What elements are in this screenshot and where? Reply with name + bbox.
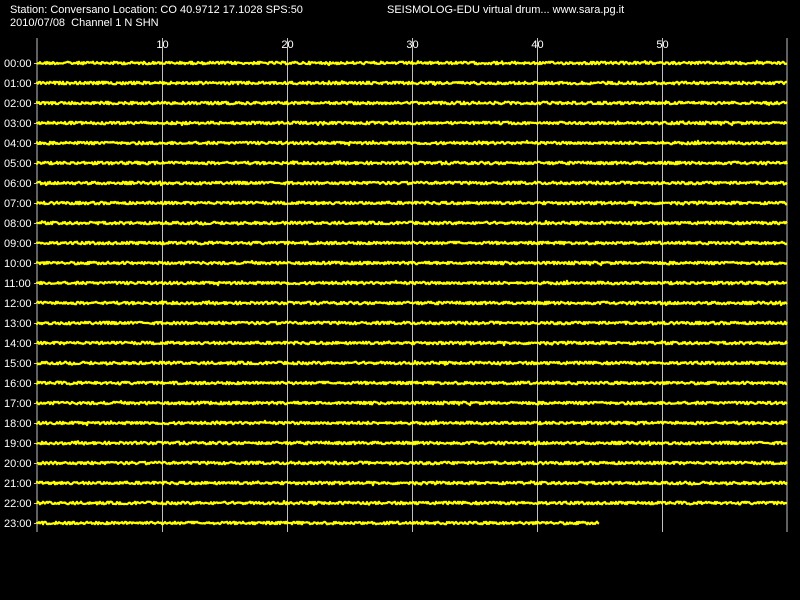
hour-label: 23:00	[4, 518, 32, 530]
trace-row	[35, 180, 788, 187]
hour-label: 13:00	[4, 318, 32, 330]
hour-label: 16:00	[4, 378, 32, 390]
hour-label: 18:00	[4, 418, 32, 430]
trace-row	[35, 399, 788, 407]
hour-label: 09:00	[4, 238, 32, 250]
hour-label: 01:00	[4, 78, 32, 90]
trace-row	[35, 419, 788, 427]
trace-row	[35, 440, 788, 447]
hour-label: 15:00	[4, 358, 32, 370]
trace-row	[35, 139, 788, 147]
hour-label: 03:00	[4, 118, 32, 130]
hour-label: 19:00	[4, 438, 32, 450]
trace-row	[35, 499, 788, 506]
hour-label: 07:00	[4, 198, 32, 210]
hour-label: 00:00	[4, 58, 32, 70]
trace-row	[35, 160, 788, 166]
date-channel-info: 2010/07/08 Channel 1 N SHN	[10, 17, 159, 29]
trace-row	[36, 460, 788, 466]
hour-label: 12:00	[4, 298, 32, 310]
hour-label: 11:00	[4, 278, 31, 290]
hour-label: 02:00	[4, 98, 32, 110]
trace-row	[35, 380, 788, 386]
hour-label: 20:00	[4, 458, 32, 470]
hour-label: 08:00	[4, 218, 32, 230]
hour-label: 21:00	[4, 478, 32, 490]
trace-row	[35, 59, 788, 67]
station-info: Station: Conversano Location: CO 40.9712…	[10, 4, 303, 16]
trace-row	[35, 300, 788, 307]
hour-label: 22:00	[4, 498, 32, 510]
grid-layer	[34, 38, 788, 532]
hour-label: 17:00	[4, 398, 32, 410]
hour-label: 04:00	[4, 138, 32, 150]
trace-row	[35, 120, 788, 127]
minute-tick-label: 40	[531, 39, 543, 51]
trace-row	[35, 219, 788, 226]
trace-row	[35, 240, 788, 246]
trace-row	[35, 200, 788, 207]
trace-row	[35, 320, 788, 326]
app-info: SEISMOLOG-EDU virtual drum... www.sara.p…	[387, 4, 625, 16]
trace-row	[35, 80, 788, 86]
trace-row	[35, 259, 788, 267]
minute-tick-label: 30	[406, 39, 418, 51]
hour-label: 10:00	[4, 258, 32, 270]
minute-tick-label: 10	[156, 39, 168, 51]
hour-label: 05:00	[4, 158, 32, 170]
hour-label: 14:00	[4, 338, 32, 350]
trace-row	[35, 340, 788, 347]
trace-row	[35, 279, 788, 287]
minute-tick-label: 20	[281, 39, 293, 51]
trace-row	[35, 359, 788, 366]
hour-label: 06:00	[4, 178, 32, 190]
trace-row	[35, 100, 788, 106]
minute-tick-label: 50	[656, 39, 668, 51]
trace-row	[35, 480, 788, 487]
trace-row	[35, 520, 600, 526]
trace-layer	[35, 59, 788, 526]
label-layer: 10 20 30 40 50 00:00 01:00 02:00 03:00 04:00 05:00…	[4, 39, 669, 530]
